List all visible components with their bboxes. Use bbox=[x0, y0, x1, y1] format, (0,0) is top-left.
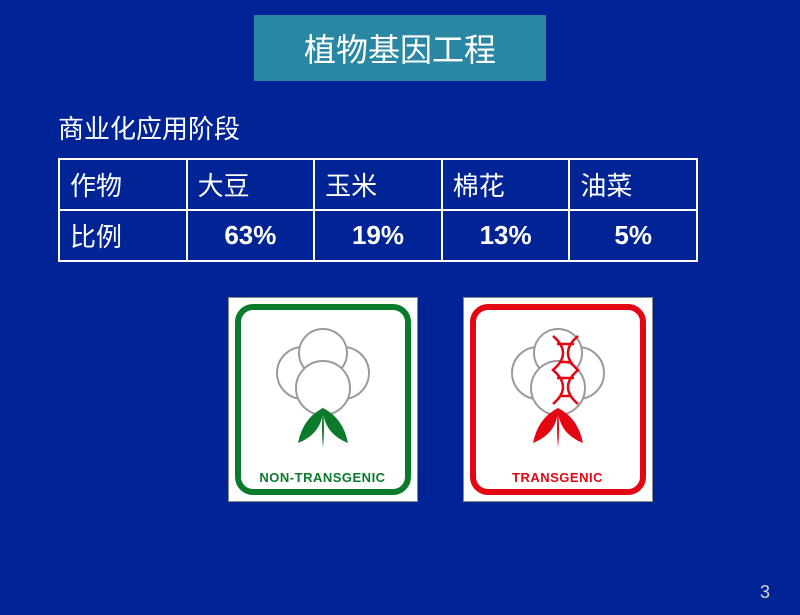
cotton-dna-icon bbox=[483, 318, 633, 458]
ratio-cell: 13% bbox=[442, 210, 570, 261]
crop-table: 作物 大豆 玉米 棉花 油菜 比例 63% 19% 13% 5% bbox=[58, 158, 698, 262]
badge-label: NON-TRANSGENIC bbox=[259, 470, 385, 485]
row-label: 作物 bbox=[59, 159, 187, 210]
ratio-cell: 5% bbox=[569, 210, 697, 261]
badge-label: TRANSGENIC bbox=[512, 470, 603, 485]
table-row: 比例 63% 19% 13% 5% bbox=[59, 210, 697, 261]
cotton-icon bbox=[248, 318, 398, 458]
row-label: 比例 bbox=[59, 210, 187, 261]
crop-cell: 油菜 bbox=[569, 159, 697, 210]
non-transgenic-badge: NON-TRANSGENIC bbox=[228, 297, 418, 502]
crop-cell: 棉花 bbox=[442, 159, 570, 210]
badge-row: NON-TRANSGENIC bbox=[80, 297, 800, 502]
ratio-cell: 19% bbox=[314, 210, 442, 261]
crop-cell: 玉米 bbox=[314, 159, 442, 210]
transgenic-badge: TRANSGENIC bbox=[463, 297, 653, 502]
ratio-cell: 63% bbox=[187, 210, 315, 261]
crop-cell: 大豆 bbox=[187, 159, 315, 210]
subtitle: 商业化应用阶段 bbox=[58, 109, 800, 146]
table-row: 作物 大豆 玉米 棉花 油菜 bbox=[59, 159, 697, 210]
slide-title: 植物基因工程 bbox=[254, 15, 546, 81]
